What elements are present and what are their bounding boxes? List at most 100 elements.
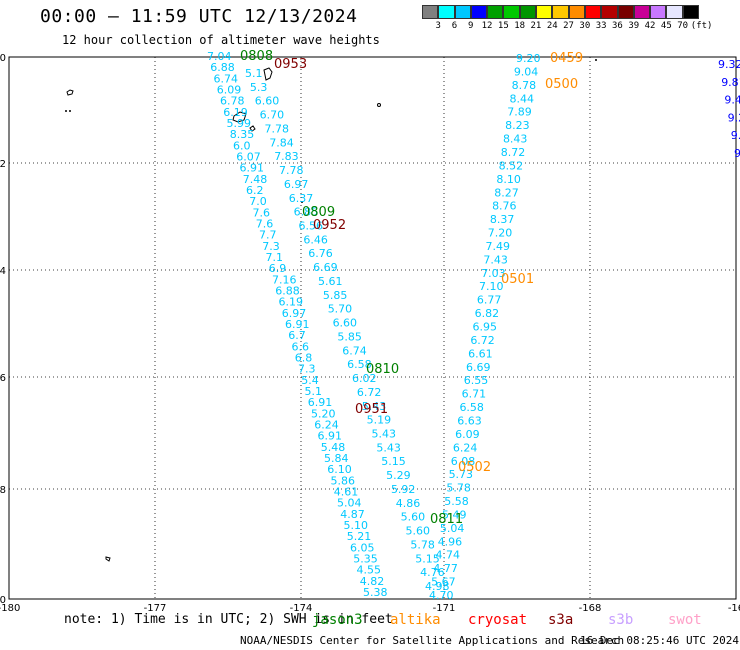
wave-height-label: 5.29 <box>386 469 411 482</box>
wave-height-label: 7.1 <box>266 251 284 264</box>
legend-label: 33 <box>595 21 607 31</box>
legend-swatch <box>568 5 585 19</box>
wave-height-label: 7.83 <box>274 150 299 163</box>
lat-tick-label: -24 <box>0 266 6 277</box>
wave-height-label: 4.87 <box>340 508 365 521</box>
wave-height-label: 5.58 <box>444 495 469 508</box>
wave-height-label: 5.35 <box>353 553 378 566</box>
wave-height-label: 6.71 <box>462 388 487 401</box>
wave-height-label: 4.76 <box>420 566 445 579</box>
wave-height-label: 5.99 <box>227 117 252 130</box>
lon-tick-label: -180 <box>0 603 20 614</box>
satellite-legend-jason3: jason3 <box>312 612 363 628</box>
legend-label: 27 <box>563 21 574 31</box>
wave-height-label: 6.46 <box>303 233 328 246</box>
legend-label: (ft) <box>690 21 713 31</box>
footer-credit: NOAA/NESDIS Center for Satellite Applica… <box>240 634 625 647</box>
legend-label: 9 <box>468 21 474 31</box>
island-shape <box>66 89 74 96</box>
wave-height-label: 5.1 <box>245 67 263 80</box>
wave-height-label: 5.85 <box>337 330 362 343</box>
wave-height-label: 8.78 <box>512 79 537 92</box>
lon-tick-label: -168 <box>579 603 602 614</box>
wave-height-label: 8.27 <box>494 186 519 199</box>
wave-height-label: 8.10 <box>496 173 521 186</box>
wave-height-label: 5.4 <box>301 374 319 387</box>
wave-height-label: 5.60 <box>401 511 426 524</box>
wave-height-label: 5.78 <box>446 482 471 495</box>
wave-height-label: 6.91 <box>308 396 333 409</box>
island-shape <box>232 111 247 123</box>
wave-height-label: 6.74 <box>342 344 367 357</box>
wave-height-label: 6.10 <box>327 463 352 476</box>
pass-time-label: 0502 <box>458 460 491 475</box>
island-shape <box>69 110 71 112</box>
legend-label: 39 <box>628 21 640 31</box>
legend-swatch <box>519 5 537 19</box>
legend-swatches <box>422 5 700 19</box>
wave-height-label: 5.15 <box>415 552 440 565</box>
legend-swatch <box>503 5 520 19</box>
wave-height-label: 5.78 <box>410 538 435 551</box>
wave-height-label: 6.61 <box>468 347 493 360</box>
wave-height-label: 6.08 <box>451 455 476 468</box>
wave-height-label: 4.96 <box>438 535 463 548</box>
wave-height-label: 5.15 <box>381 455 406 468</box>
wave-height-label: 6.60 <box>255 95 280 108</box>
wave-height-label: 6.58 <box>347 358 372 371</box>
wave-height-label: 6.09 <box>455 428 480 441</box>
legend-swatch <box>601 5 618 19</box>
wave-height-label: 6.95 <box>473 321 498 334</box>
wave-height-label: 7.78 <box>264 122 289 135</box>
lon-tick-label: -177 <box>144 603 167 614</box>
legend-swatch <box>584 5 602 19</box>
wave-height-label: 6.7 <box>288 329 306 342</box>
legend-label: 12 <box>481 21 493 31</box>
page-subtitle: 12 hour collection of altimeter wave hei… <box>62 33 380 47</box>
satellite-legend-s3a: s3a <box>548 612 574 628</box>
legend-swatch <box>536 5 553 19</box>
legend-label: 15 <box>497 21 509 31</box>
wave-height-label: 9.32 <box>718 58 740 71</box>
wave-height-label: 5.70 <box>328 303 353 316</box>
wave-height-label: 4.98 <box>425 580 450 593</box>
legend-label: 30 <box>579 21 591 31</box>
footer-timestamp: 16 Dec 08:25:46 UTC 2024 <box>580 634 739 647</box>
wave-height-label: 9.81 <box>721 76 740 89</box>
wave-height-label: 5.61 <box>318 275 343 288</box>
wave-height-label: 7.0 <box>249 195 267 208</box>
wave-height-label: 5.43 <box>376 441 401 454</box>
footer-note: note: 1) Time is in UTC; 2) SWH is in fe… <box>64 612 393 627</box>
wave-height-label: 6.88 <box>210 61 235 74</box>
wave-height-label: 6.9 <box>269 262 287 275</box>
wave-height-label: 6.69 <box>466 361 491 374</box>
wave-height-label: 9 <box>734 147 740 160</box>
wave-height-label: 9.2 <box>728 111 740 124</box>
wave-height-label: 5.86 <box>331 474 356 487</box>
map-frame <box>8 56 737 600</box>
wave-height-label: 6.02 <box>352 372 377 385</box>
wave-height-label: 6.97 <box>284 178 309 191</box>
lat-tick-label: -22 <box>0 159 6 170</box>
wave-height-label: 6.85 <box>294 206 319 219</box>
legend-swatch <box>617 5 634 19</box>
pass-time-label: 0953 <box>274 57 307 72</box>
wave-height-label: 5.20 <box>311 407 336 420</box>
wave-height-label: 6.56 <box>299 220 324 233</box>
lat-tick-label: -26 <box>0 373 6 384</box>
wave-height-label: 7.3 <box>262 240 280 253</box>
wave-height-label: 7.10 <box>479 280 504 293</box>
legend-label: 3 <box>435 21 441 31</box>
pass-time-label: 0810 <box>366 362 399 377</box>
wave-height-label: 7.49 <box>486 240 511 253</box>
pass-time-label: 0809 <box>302 205 335 220</box>
wave-height-label: 7.84 <box>269 136 294 149</box>
wave-height-label: 6.60 <box>333 317 358 330</box>
wave-height-label: 6.24 <box>453 441 478 454</box>
wave-height-label: 7.3 <box>298 363 316 376</box>
lon-tick-label: -16 <box>728 603 740 614</box>
legend-label: 70 <box>677 21 689 31</box>
wave-height-label: 4.74 <box>436 549 461 562</box>
